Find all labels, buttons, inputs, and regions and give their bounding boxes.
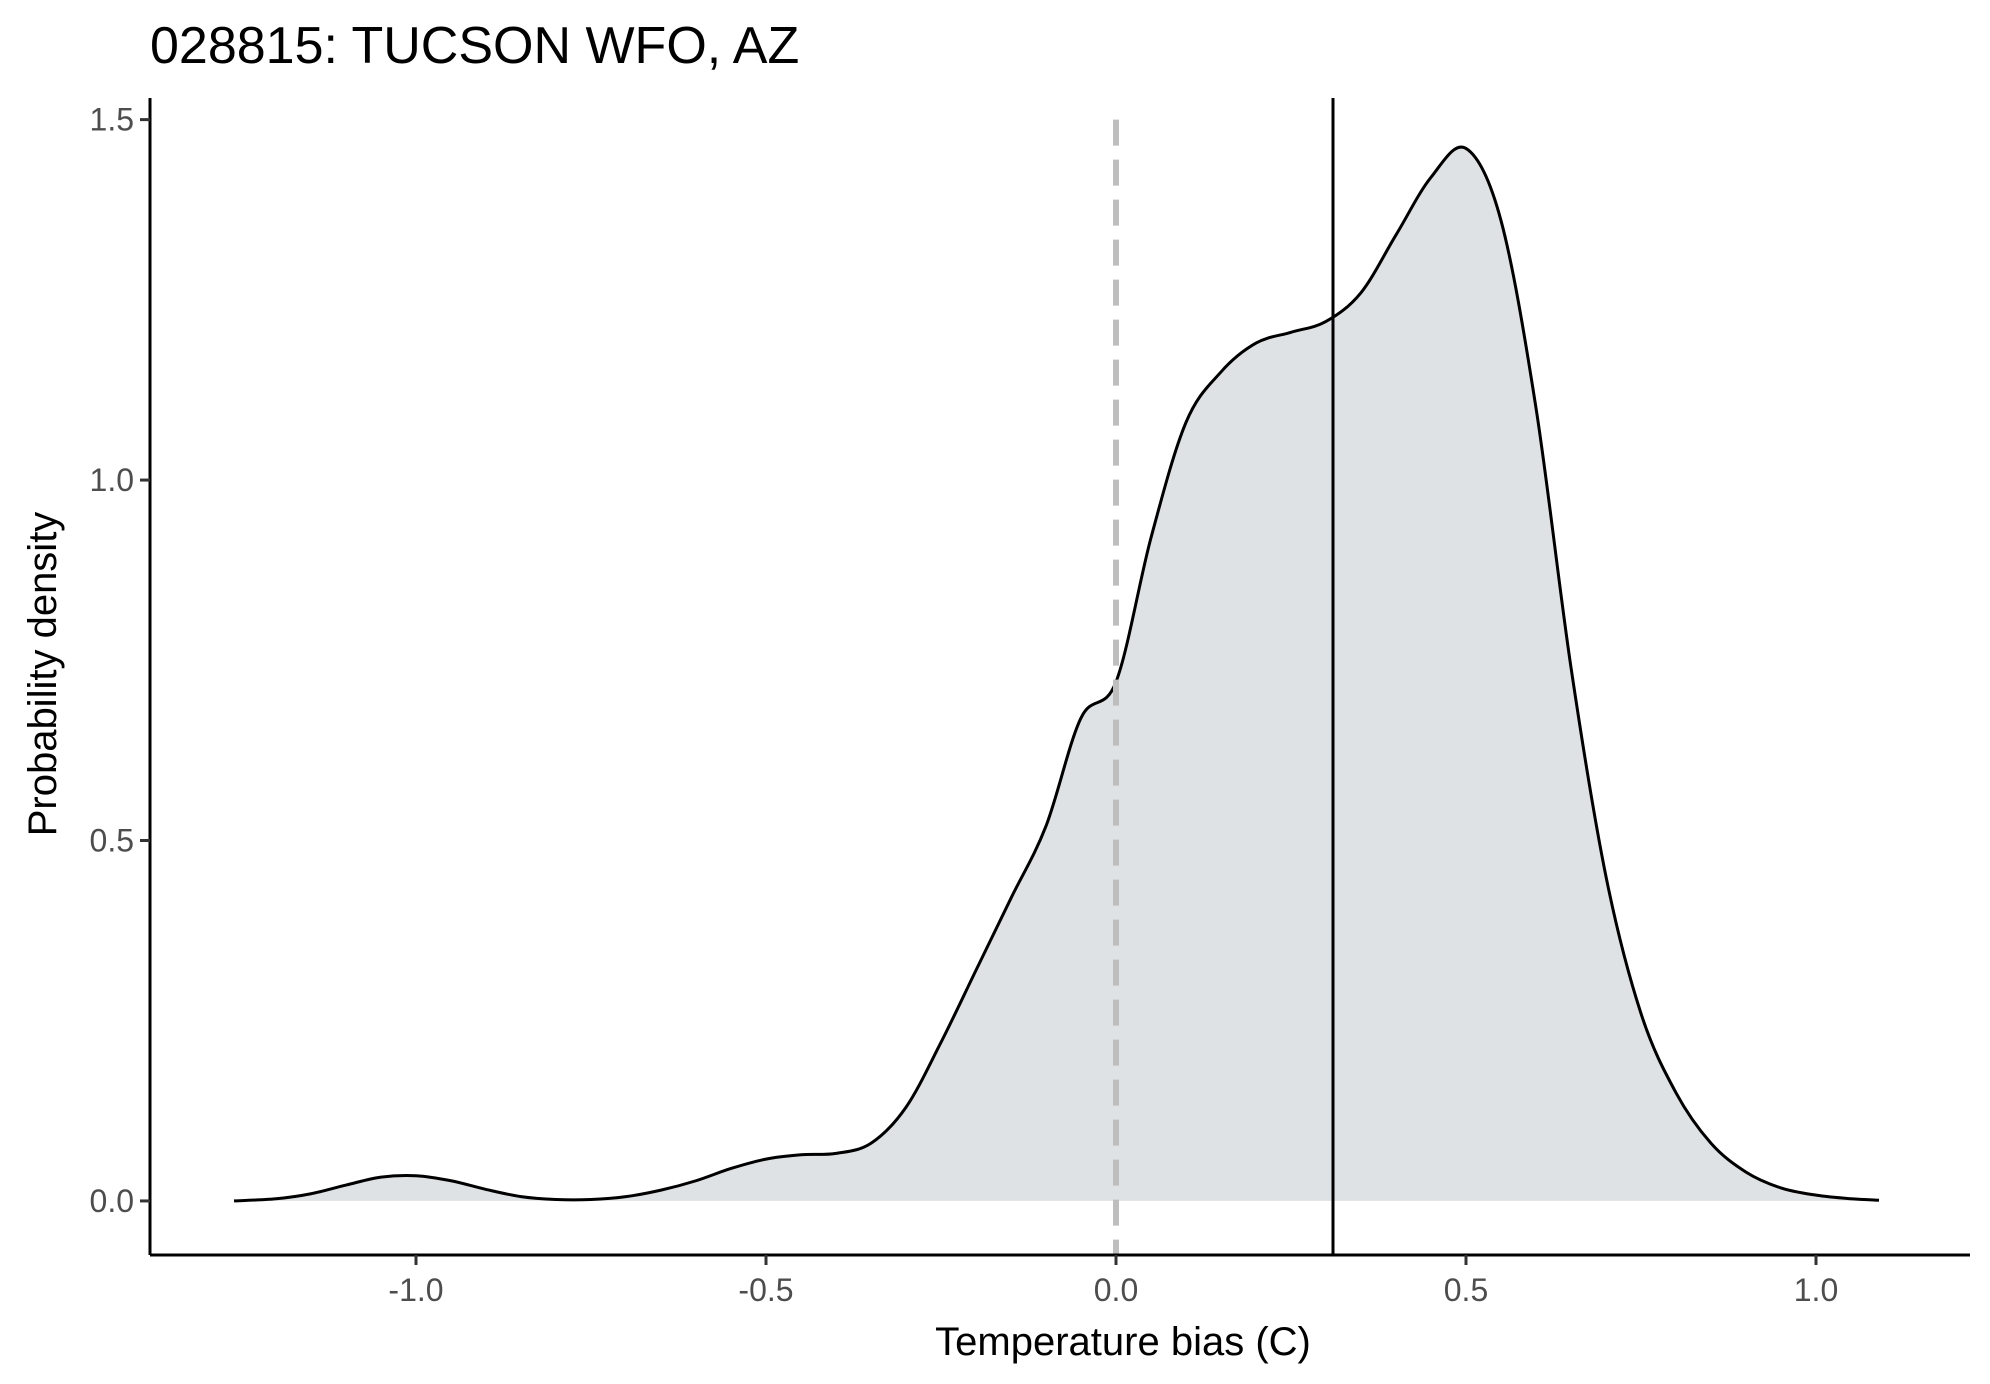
y-tick-label: 0.5: [90, 822, 134, 858]
y-tick-label: 1.5: [90, 102, 134, 138]
x-tick-label: 1.0: [1794, 1272, 1838, 1308]
y-axis: 0.0 0.5 1.0 1.5: [90, 98, 152, 1255]
plot-area: [233, 98, 1880, 1255]
x-tick-label: 0.5: [1444, 1272, 1488, 1308]
y-axis-title: Probability density: [21, 512, 65, 837]
x-tick-label: -1.0: [388, 1272, 443, 1308]
x-axis: -1.0 -0.5 0.0 0.5 1.0: [150, 1253, 1970, 1308]
x-axis-title: Temperature bias (C): [935, 1320, 1311, 1364]
chart-title: 028815: TUCSON WFO, AZ: [150, 17, 799, 75]
x-tick-label: -0.5: [738, 1272, 793, 1308]
y-tick-label: 1.0: [90, 462, 134, 498]
density-area-0: [234, 147, 1879, 1201]
x-tick-label: 0.0: [1094, 1272, 1138, 1308]
y-tick-label: 0.0: [90, 1183, 134, 1219]
